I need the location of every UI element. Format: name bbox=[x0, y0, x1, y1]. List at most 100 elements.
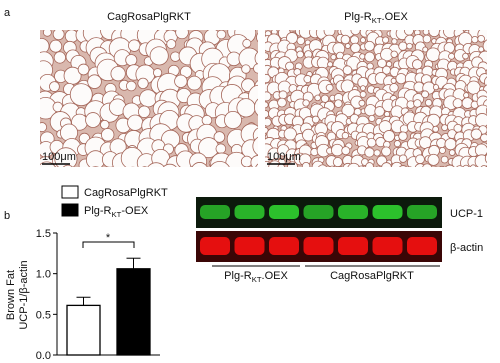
cell bbox=[390, 50, 398, 58]
cell bbox=[255, 163, 258, 167]
cell bbox=[182, 168, 192, 178]
cell bbox=[40, 37, 50, 55]
cell bbox=[381, 146, 392, 157]
text-run: .OEX bbox=[382, 11, 409, 23]
cell bbox=[341, 131, 350, 140]
cell bbox=[191, 162, 208, 167]
cell bbox=[393, 140, 401, 148]
cell bbox=[174, 74, 188, 88]
subscript: KT bbox=[372, 16, 382, 25]
cell bbox=[337, 166, 343, 167]
cell bbox=[398, 41, 408, 51]
cell bbox=[334, 99, 343, 108]
cell bbox=[432, 84, 440, 91]
group-label: Plg-RKT.OEX bbox=[224, 270, 288, 284]
cell bbox=[153, 68, 163, 78]
text-run: Plg-R bbox=[84, 205, 112, 217]
cell bbox=[477, 34, 485, 43]
cell bbox=[277, 163, 285, 167]
cell bbox=[40, 122, 48, 133]
cell bbox=[471, 35, 479, 44]
scale-label: 100μm bbox=[42, 151, 76, 163]
cell bbox=[49, 81, 60, 92]
cell bbox=[236, 170, 245, 179]
legend-label: Plg-RKT-OEX bbox=[84, 205, 149, 219]
cell bbox=[209, 160, 230, 167]
cell bbox=[419, 136, 432, 149]
cell bbox=[475, 113, 487, 128]
cell bbox=[422, 46, 429, 53]
cell bbox=[126, 80, 137, 92]
cell bbox=[365, 162, 374, 167]
cell bbox=[360, 37, 366, 44]
cell bbox=[75, 169, 88, 182]
cell bbox=[103, 170, 120, 187]
y-tick-label: 0.5 bbox=[36, 309, 51, 321]
cell bbox=[436, 137, 447, 149]
cells bbox=[40, 30, 258, 187]
cell bbox=[486, 166, 487, 167]
y-axis-label: UCP-1/β-actin bbox=[18, 260, 30, 329]
cell bbox=[342, 65, 353, 75]
cell bbox=[456, 165, 464, 167]
image-title: CagRosaPlgRKT bbox=[107, 11, 191, 23]
cell bbox=[438, 146, 446, 154]
cell bbox=[325, 83, 334, 92]
cell bbox=[77, 63, 90, 76]
cell bbox=[463, 92, 470, 99]
blot-band bbox=[338, 205, 368, 219]
y-axis-label: Brown Fat bbox=[5, 270, 17, 320]
blot-row-label: UCP-1 bbox=[450, 208, 483, 220]
cell bbox=[242, 38, 252, 48]
cell bbox=[278, 90, 288, 100]
image-title: Plg-RKT.OEX bbox=[344, 11, 408, 25]
cell bbox=[127, 114, 144, 131]
cell bbox=[390, 77, 397, 84]
cell bbox=[256, 32, 258, 43]
cell bbox=[462, 52, 469, 60]
cell bbox=[223, 111, 243, 130]
cell bbox=[359, 53, 366, 60]
legend-swatch bbox=[61, 203, 79, 217]
cell bbox=[448, 149, 456, 156]
cell bbox=[491, 126, 497, 132]
cell bbox=[329, 165, 335, 167]
bar bbox=[66, 304, 101, 356]
cell bbox=[426, 47, 441, 62]
cell bbox=[166, 39, 177, 49]
cell bbox=[359, 90, 367, 98]
cell bbox=[358, 99, 366, 107]
legend-label: CagRosaPlgRKT bbox=[84, 187, 168, 199]
cell bbox=[265, 52, 270, 61]
cell bbox=[265, 91, 272, 102]
cell bbox=[314, 94, 321, 102]
cell bbox=[277, 97, 287, 108]
cell bbox=[344, 43, 351, 49]
cell bbox=[311, 115, 320, 124]
cell bbox=[296, 36, 306, 46]
y-tick-label: 1.5 bbox=[36, 228, 51, 240]
cell bbox=[253, 63, 258, 74]
cell bbox=[130, 166, 135, 167]
text-run: Plg-R bbox=[224, 270, 252, 282]
cell bbox=[489, 34, 499, 44]
cell bbox=[265, 117, 272, 127]
cell bbox=[287, 161, 298, 167]
cell bbox=[364, 147, 375, 158]
cell bbox=[296, 50, 305, 59]
cell bbox=[42, 30, 52, 37]
blot-band bbox=[269, 205, 299, 219]
blot-band bbox=[234, 205, 265, 219]
cell bbox=[364, 51, 375, 63]
cell bbox=[462, 164, 470, 167]
cell bbox=[116, 171, 131, 186]
cell bbox=[373, 149, 381, 157]
cell bbox=[147, 162, 165, 167]
cell bbox=[444, 138, 457, 151]
cell bbox=[254, 51, 258, 66]
cell bbox=[422, 30, 430, 36]
cell bbox=[375, 165, 381, 167]
cell bbox=[490, 31, 497, 38]
cell bbox=[252, 136, 258, 156]
cell bbox=[489, 141, 499, 151]
